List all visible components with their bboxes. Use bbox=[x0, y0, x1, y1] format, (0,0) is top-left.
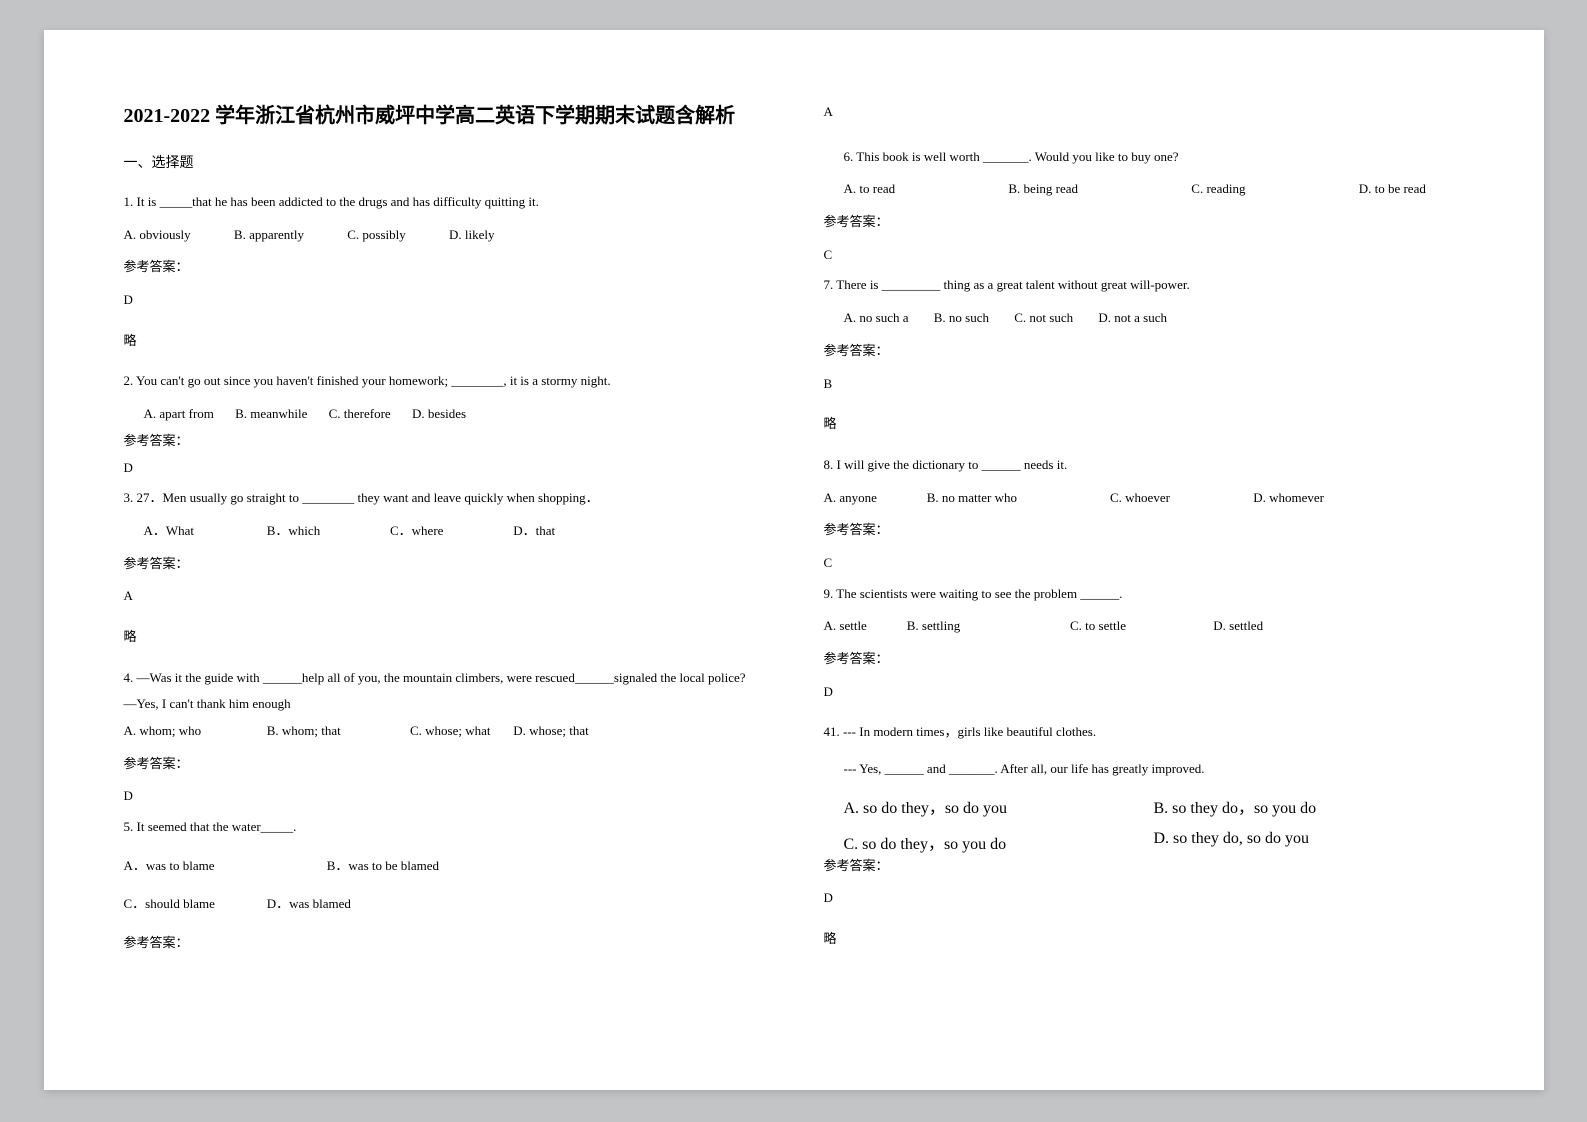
question-4-options: A. whom; who B. whom; that C. whose; wha… bbox=[124, 719, 764, 744]
option-d: D. to be read bbox=[1359, 181, 1426, 196]
option-d: D. whomever bbox=[1253, 490, 1324, 505]
answer-label: 参考答案： bbox=[124, 931, 764, 956]
exam-page: 2021-2022 学年浙江省杭州市威坪中学高二英语下学期期末试题含解析 一、选… bbox=[44, 30, 1544, 1090]
question-1-text: 1. It is _____that he has been addicted … bbox=[124, 190, 764, 215]
question-7-text: 7. There is _________ thing as a great t… bbox=[824, 273, 1464, 298]
question-3-answer: A bbox=[124, 584, 764, 609]
left-column: 2021-2022 学年浙江省杭州市威坪中学高二英语下学期期末试题含解析 一、选… bbox=[124, 100, 764, 1020]
question-6-options: A. to read B. being read C. reading D. t… bbox=[824, 177, 1464, 202]
option-b: B. apparently bbox=[234, 223, 304, 248]
question-5-options-row2: C．should blame D．was blamed bbox=[124, 892, 764, 917]
answer-label: 参考答案： bbox=[124, 429, 764, 454]
question-7-options: A. no such a B. no such C. not such D. n… bbox=[824, 306, 1464, 331]
note-omit: 略 bbox=[124, 329, 764, 354]
question-4-answer: D bbox=[124, 784, 764, 809]
question-5-options-row1: A．was to blame B．was to be blamed bbox=[124, 854, 764, 879]
option-d: D．was blamed bbox=[267, 896, 351, 911]
question-2-text: 2. You can't go out since you haven't fi… bbox=[124, 369, 764, 394]
answer-label: 参考答案： bbox=[124, 552, 764, 577]
note-omit: 略 bbox=[824, 412, 1464, 437]
question-3-options: A．What B．which C．where D．that bbox=[124, 519, 764, 544]
question-9-options: A. settle B. settling C. to settle D. se… bbox=[824, 614, 1464, 639]
option-c: C. to settle bbox=[1070, 614, 1210, 639]
option-d: D. likely bbox=[449, 227, 495, 242]
question-5-text: 5. It seemed that the water_____. bbox=[124, 815, 764, 840]
option-c: C．should blame bbox=[124, 892, 264, 917]
question-2-answer: D bbox=[124, 456, 764, 481]
question-1-options: A. obviously B. apparently C. possibly D… bbox=[124, 223, 764, 248]
option-d: D．that bbox=[513, 523, 555, 538]
option-d: D. so they do, so do you bbox=[1154, 830, 1464, 854]
question-9-answer: D bbox=[824, 680, 1464, 705]
question-10-options-row2: C. so do they，so you do D. so they do, s… bbox=[824, 830, 1464, 854]
option-d: D. settled bbox=[1213, 618, 1263, 633]
option-d: D. whose; that bbox=[513, 723, 588, 738]
question-3-text: 3. 27．Men usually go straight to _______… bbox=[124, 486, 764, 511]
option-c: C. so do they，so you do bbox=[844, 830, 1154, 854]
option-c: C．where bbox=[390, 519, 510, 544]
question-4-text: 4. —Was it the guide with ______help all… bbox=[124, 666, 764, 691]
option-b: B. meanwhile bbox=[235, 406, 307, 421]
question-8-text: 8. I will give the dictionary to ______ … bbox=[824, 453, 1464, 478]
option-a: A. whom; who bbox=[124, 719, 264, 744]
right-column: A 6. This book is well worth _______. Wo… bbox=[824, 100, 1464, 1020]
section-header: 一、选择题 bbox=[124, 152, 764, 172]
exam-title: 2021-2022 学年浙江省杭州市威坪中学高二英语下学期期末试题含解析 bbox=[124, 100, 764, 132]
note-omit: 略 bbox=[824, 927, 1464, 952]
answer-label: 参考答案： bbox=[824, 518, 1464, 543]
answer-label: 参考答案： bbox=[124, 752, 764, 777]
option-d: D. not a such bbox=[1098, 310, 1167, 325]
question-10-answer: D bbox=[824, 886, 1464, 911]
option-a: A. obviously bbox=[124, 223, 191, 248]
option-a: A．was to blame bbox=[124, 854, 324, 879]
option-b: B. no such bbox=[934, 310, 989, 325]
answer-label: 参考答案： bbox=[824, 854, 1464, 879]
answer-label: 参考答案： bbox=[824, 210, 1464, 235]
option-a: A. to read bbox=[844, 177, 896, 202]
option-b: B．was to be blamed bbox=[327, 858, 439, 873]
option-a: A．What bbox=[144, 519, 264, 544]
option-b: B. settling bbox=[907, 614, 1067, 639]
question-8-options: A. anyone B. no matter who C. whoever D.… bbox=[824, 486, 1464, 511]
question-9-text: 9. The scientists were waiting to see th… bbox=[824, 582, 1464, 607]
answer-label: 参考答案： bbox=[824, 339, 1464, 364]
question-5-answer: A bbox=[824, 100, 1464, 125]
option-a: A. so do they，so do you bbox=[844, 794, 1154, 818]
option-b: B. so they do，so you do bbox=[1154, 794, 1464, 818]
question-10-text2: --- Yes, ______ and _______. After all, … bbox=[824, 757, 1464, 782]
question-10-text: 41. --- In modern times，girls like beaut… bbox=[824, 720, 1464, 745]
question-7-answer: B bbox=[824, 372, 1464, 397]
option-a: A. settle bbox=[824, 614, 904, 639]
question-4-text2: —Yes, I can't thank him enough bbox=[124, 692, 764, 717]
option-c: C. reading bbox=[1191, 177, 1245, 202]
option-c: C. therefore bbox=[329, 406, 391, 421]
question-1-answer: D bbox=[124, 288, 764, 313]
option-b: B. being read bbox=[1008, 177, 1078, 202]
option-a: A. no such a bbox=[844, 310, 909, 325]
option-a: A. anyone bbox=[824, 486, 924, 511]
option-c: C. possibly bbox=[347, 223, 406, 248]
answer-label: 参考答案： bbox=[124, 255, 764, 280]
question-2-options: A. apart from B. meanwhile C. therefore … bbox=[124, 402, 764, 427]
option-b: B. whom; that bbox=[267, 719, 407, 744]
question-10-options-row1: A. so do they，so do you B. so they do，so… bbox=[824, 794, 1464, 818]
option-b: B. no matter who bbox=[927, 486, 1107, 511]
option-b: B．which bbox=[267, 519, 387, 544]
option-c: C. whoever bbox=[1110, 486, 1250, 511]
option-c: C. whose; what bbox=[410, 719, 510, 744]
answer-label: 参考答案： bbox=[824, 647, 1464, 672]
question-8-answer: C bbox=[824, 551, 1464, 576]
option-a: A. apart from bbox=[144, 406, 214, 421]
note-omit: 略 bbox=[124, 625, 764, 650]
option-c: C. not such bbox=[1014, 310, 1073, 325]
option-d: D. besides bbox=[412, 406, 466, 421]
question-6-text: 6. This book is well worth _______. Woul… bbox=[824, 145, 1464, 170]
question-6-answer: C bbox=[824, 243, 1464, 268]
